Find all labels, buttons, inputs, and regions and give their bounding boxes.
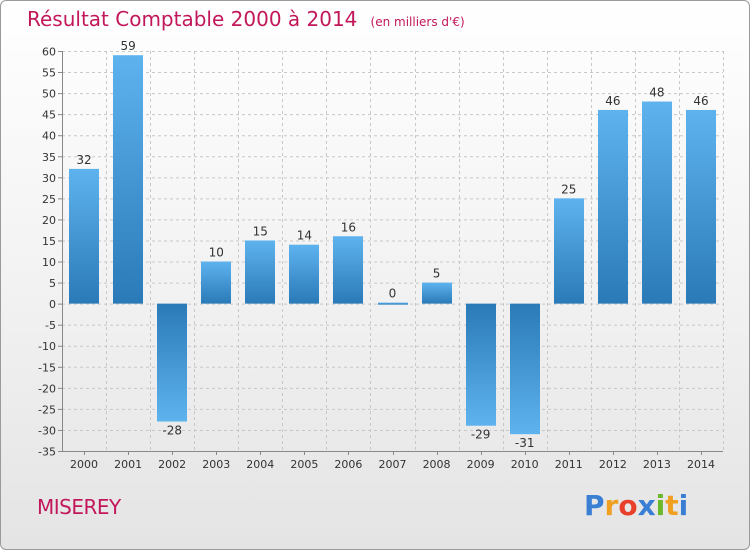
bar-2012[interactable]: [598, 110, 628, 304]
y-tick-label: 30: [42, 172, 56, 185]
y-tick-label: -35: [38, 446, 56, 459]
value-label: -29: [471, 428, 491, 442]
brand-letter: i: [656, 489, 666, 522]
x-tick-label: 2003: [202, 458, 230, 471]
x-tick-label: 2001: [114, 458, 142, 471]
value-label: 48: [649, 86, 664, 100]
x-tick-label: 2010: [511, 458, 539, 471]
y-tick-label: 50: [42, 88, 56, 101]
value-label: 25: [561, 182, 576, 196]
y-tick-label: 20: [42, 214, 56, 227]
value-label: 14: [297, 229, 312, 243]
brand-letter: o: [618, 489, 637, 522]
y-tick-label: 55: [42, 67, 56, 80]
x-tick-label: 2011: [555, 458, 583, 471]
y-tick-label: -10: [38, 340, 56, 353]
y-tick-label: -20: [38, 382, 56, 395]
brand-letter: i: [679, 489, 689, 522]
value-label: -31: [515, 436, 535, 450]
value-label: 46: [693, 94, 708, 108]
y-tick-label: 60: [42, 46, 56, 59]
y-tick-label: 15: [42, 235, 56, 248]
bar-2010[interactable]: [510, 304, 540, 435]
value-label: 59: [120, 39, 135, 53]
bar-2000[interactable]: [69, 169, 99, 304]
x-tick-label: 2007: [379, 458, 407, 471]
x-tick-label: 2005: [290, 458, 318, 471]
x-tick-label: 2012: [599, 458, 627, 471]
chart-frame: Résultat Comptable 2000 à 2014 (en milli…: [0, 0, 750, 550]
y-tick-label: -15: [38, 361, 56, 374]
x-tick-label: 2008: [423, 458, 451, 471]
value-label: 5: [433, 267, 441, 281]
y-tick-label: 25: [42, 193, 56, 206]
value-label: 16: [341, 220, 356, 234]
bar-2007[interactable]: [378, 303, 408, 305]
bar-2002[interactable]: [157, 304, 187, 422]
x-tick-label: 2004: [246, 458, 274, 471]
x-tick-label: 2006: [334, 458, 362, 471]
bar-2014[interactable]: [686, 110, 716, 304]
x-tick-label: 2014: [687, 458, 715, 471]
bar-chart: 605550454035302520151050-5-10-15-20-25-3…: [1, 1, 750, 481]
y-tick-label: -5: [45, 319, 56, 332]
bar-2008[interactable]: [422, 283, 452, 304]
brand-letter: r: [605, 489, 619, 522]
x-tick-label: 2009: [467, 458, 495, 471]
y-tick-label: 40: [42, 130, 56, 143]
commune-name: MISEREY: [37, 495, 121, 519]
y-tick-label: 35: [42, 151, 56, 164]
brand-logo[interactable]: Proxiti: [584, 489, 688, 522]
value-label: 0: [389, 287, 397, 301]
bar-2005[interactable]: [289, 245, 319, 304]
bar-2003[interactable]: [201, 262, 231, 304]
value-label: 46: [605, 94, 620, 108]
bar-2013[interactable]: [642, 102, 672, 304]
value-label: 15: [253, 224, 268, 238]
brand-letter: t: [665, 489, 678, 522]
value-label: -28: [162, 424, 182, 438]
y-tick-label: -30: [38, 424, 56, 437]
y-tick-label: -25: [38, 403, 56, 416]
bar-2001[interactable]: [113, 55, 143, 303]
brand-letter: P: [584, 489, 605, 522]
x-tick-label: 2000: [70, 458, 98, 471]
bar-2009[interactable]: [466, 304, 496, 426]
x-tick-label: 2002: [158, 458, 186, 471]
y-tick-label: 5: [49, 277, 56, 290]
value-label: 32: [76, 153, 91, 167]
value-label: 10: [209, 246, 224, 260]
bar-2011[interactable]: [554, 198, 584, 303]
bar-layer: [69, 55, 716, 434]
y-tick-label: 10: [42, 256, 56, 269]
y-tick-label: 0: [49, 298, 56, 311]
bar-2004[interactable]: [245, 240, 275, 303]
y-tick-label: 45: [42, 109, 56, 122]
bar-2006[interactable]: [333, 236, 363, 303]
brand-letter: x: [638, 489, 656, 522]
x-tick-label: 2013: [643, 458, 671, 471]
